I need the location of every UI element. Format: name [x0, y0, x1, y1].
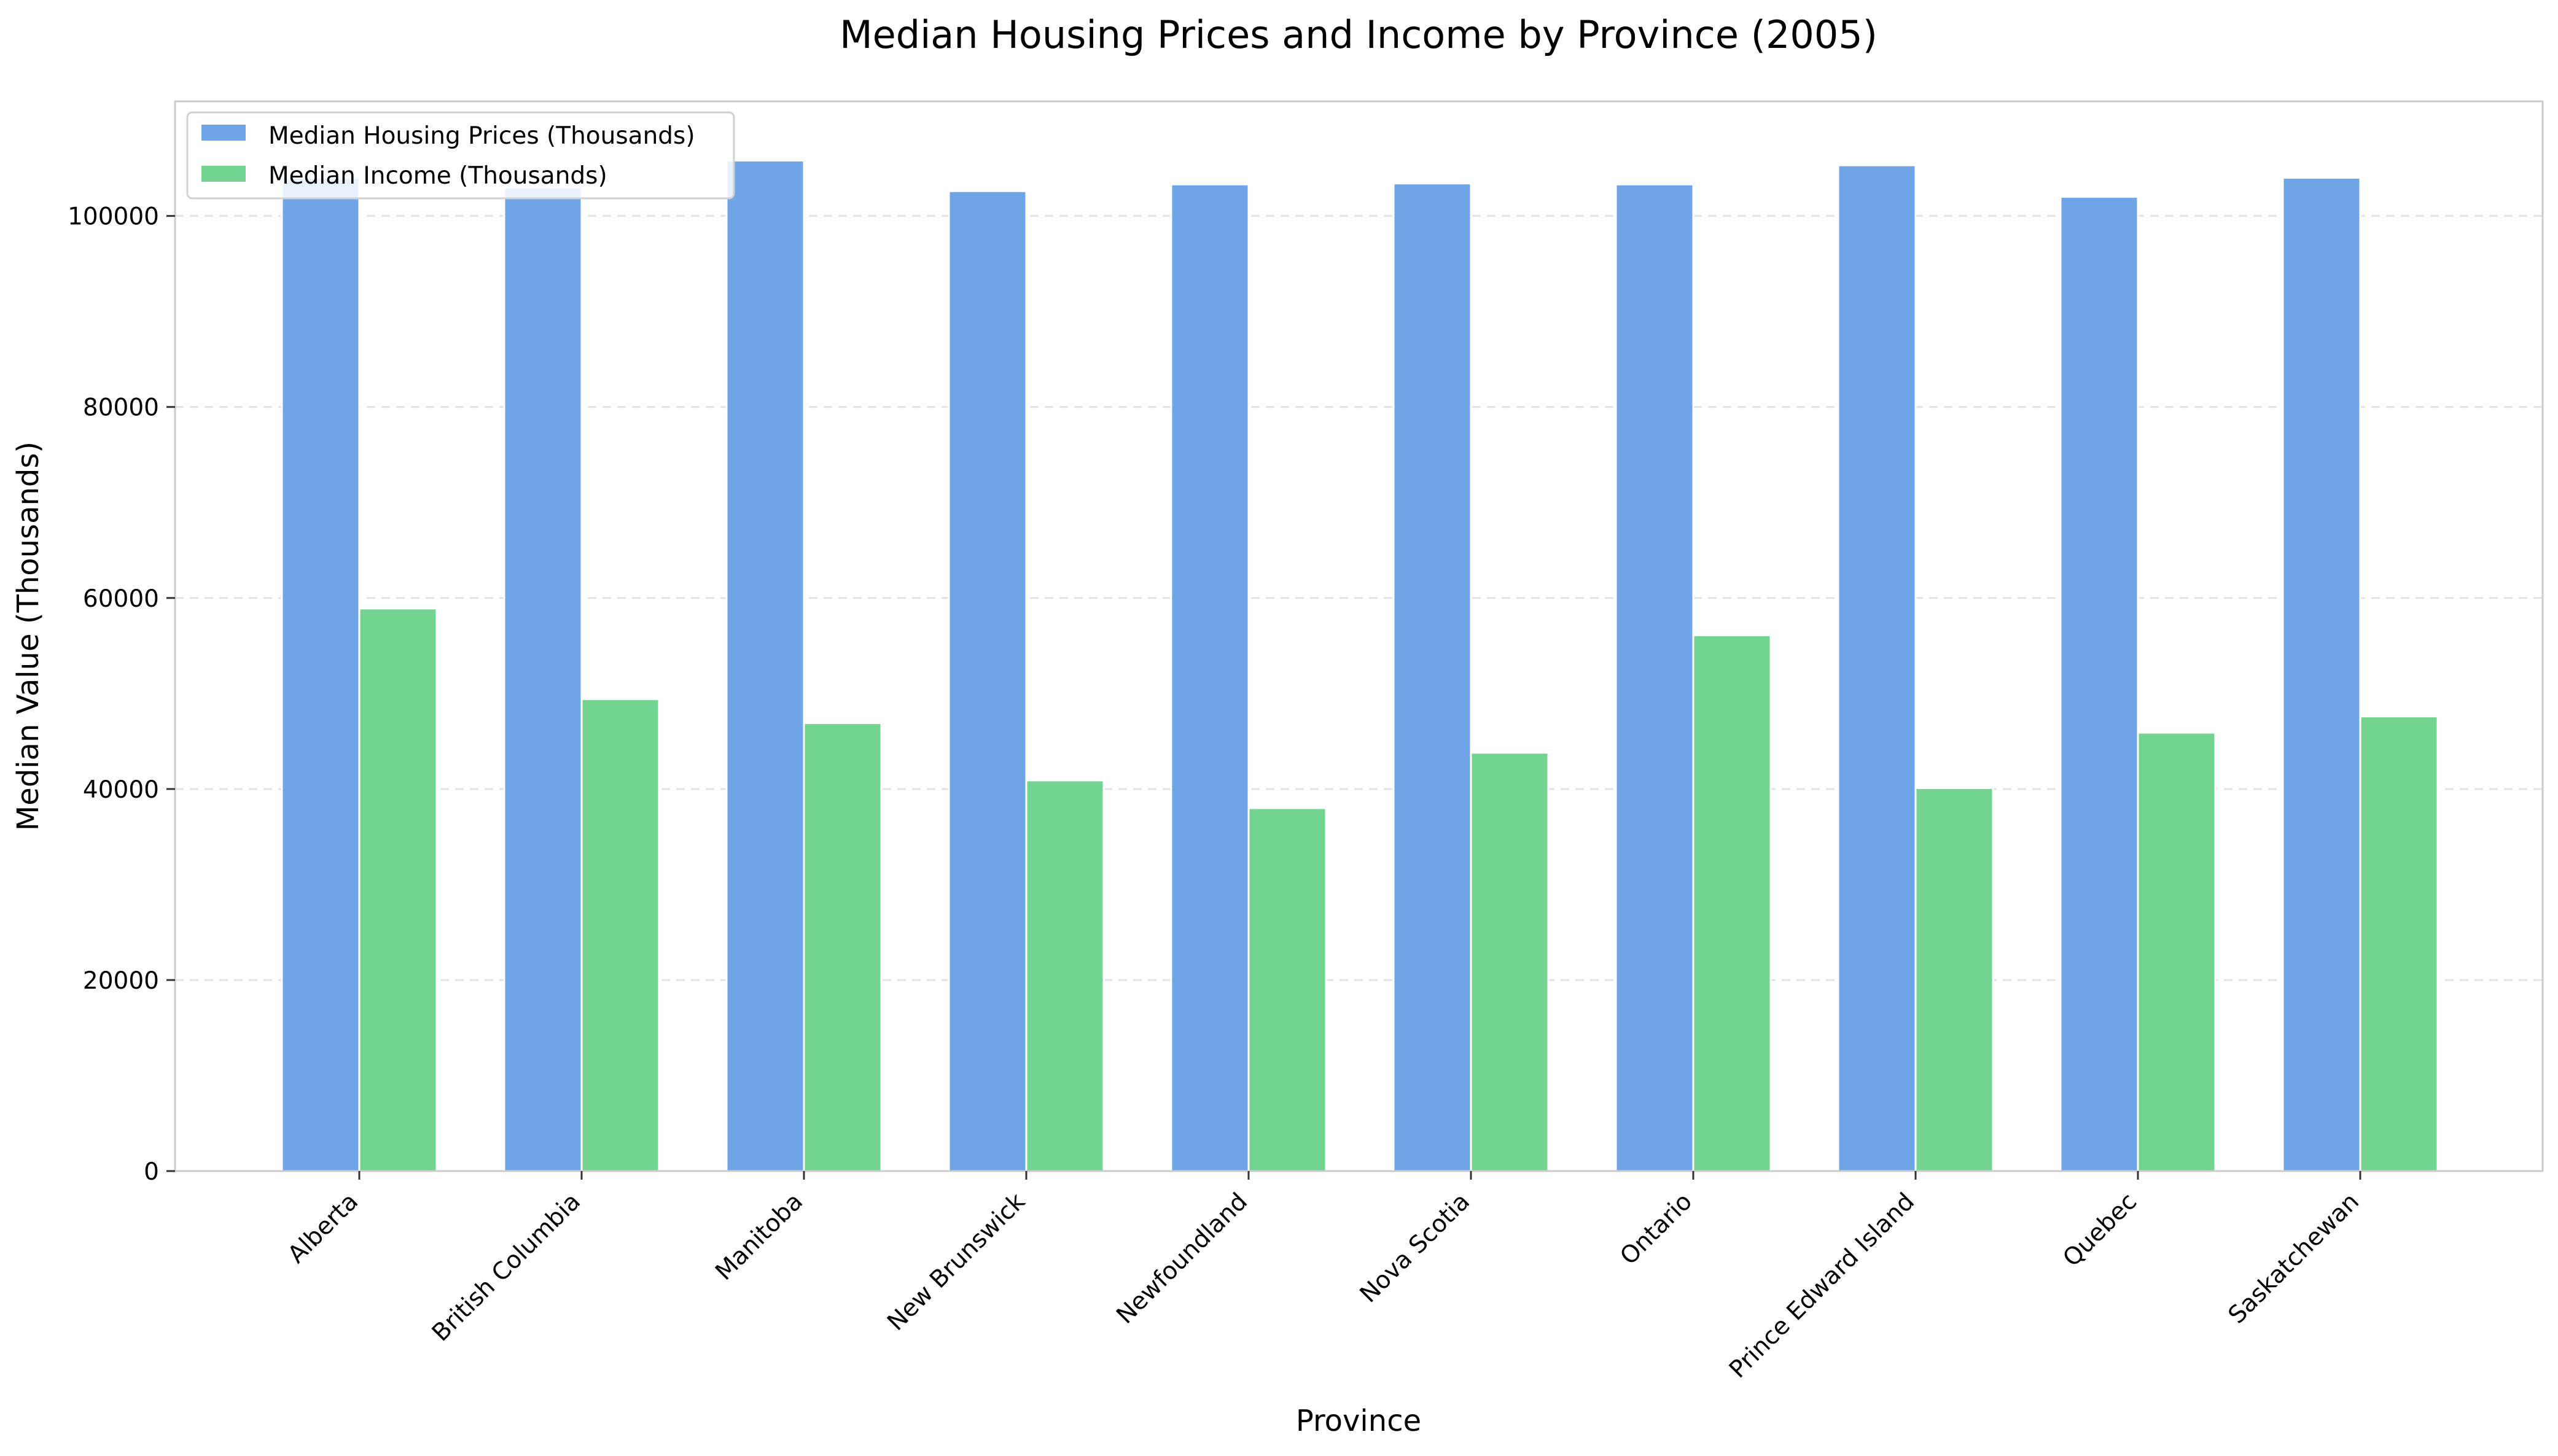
y-tick-label: 60000: [83, 585, 159, 613]
bar-income: [803, 722, 883, 1172]
bar-housing-price: [2282, 176, 2361, 1172]
grid-layer: [175, 215, 2543, 981]
bar-income: [1247, 807, 1327, 1172]
y-tick-label: 0: [144, 1158, 159, 1186]
bar-income: [1025, 779, 1105, 1172]
bar-housing-price: [2059, 196, 2139, 1172]
bar-income: [1914, 787, 1994, 1172]
plot-frame: [174, 100, 2544, 1172]
bar-housing-price: [948, 190, 1027, 1172]
legend-swatch-income: [201, 166, 246, 182]
y-tick-label: 100000: [68, 203, 159, 231]
y-axis-label: Median Value (Thousands): [11, 442, 45, 831]
bar-income: [358, 607, 438, 1172]
bar-income: [1470, 752, 1550, 1172]
y-tick-label: 20000: [83, 967, 159, 995]
y-axis: 0 20000 40000 60000 80000 100000: [68, 203, 175, 1186]
legend-label-housing: Median Housing Prices (Thousands): [268, 122, 695, 150]
y-tick-label: 40000: [83, 776, 159, 804]
legend-label-income: Median Income (Thousands): [268, 162, 607, 190]
legend-swatch-housing: [201, 125, 246, 141]
legend: Median Housing Prices (Thousands) Median…: [186, 111, 735, 200]
x-axis-label: Province: [1296, 1404, 1421, 1438]
bar-income: [580, 698, 660, 1172]
bar-housing-price: [281, 176, 361, 1172]
bar-income: [2359, 715, 2439, 1172]
bars-layer: [281, 159, 2439, 1172]
bar-income: [1692, 634, 1772, 1172]
bar-income: [2137, 731, 2217, 1172]
bar-housing-price: [503, 186, 583, 1172]
bar-housing-price: [1837, 164, 1917, 1172]
bar-housing-price: [725, 159, 805, 1172]
y-tick-label: 80000: [83, 394, 159, 422]
legend-box: [186, 111, 735, 200]
bar-housing-price: [1615, 183, 1694, 1172]
bar-housing-price: [1170, 183, 1250, 1172]
bar-housing-price: [1392, 182, 1472, 1172]
chart-title: Median Housing Prices and Income by Prov…: [840, 12, 1878, 57]
